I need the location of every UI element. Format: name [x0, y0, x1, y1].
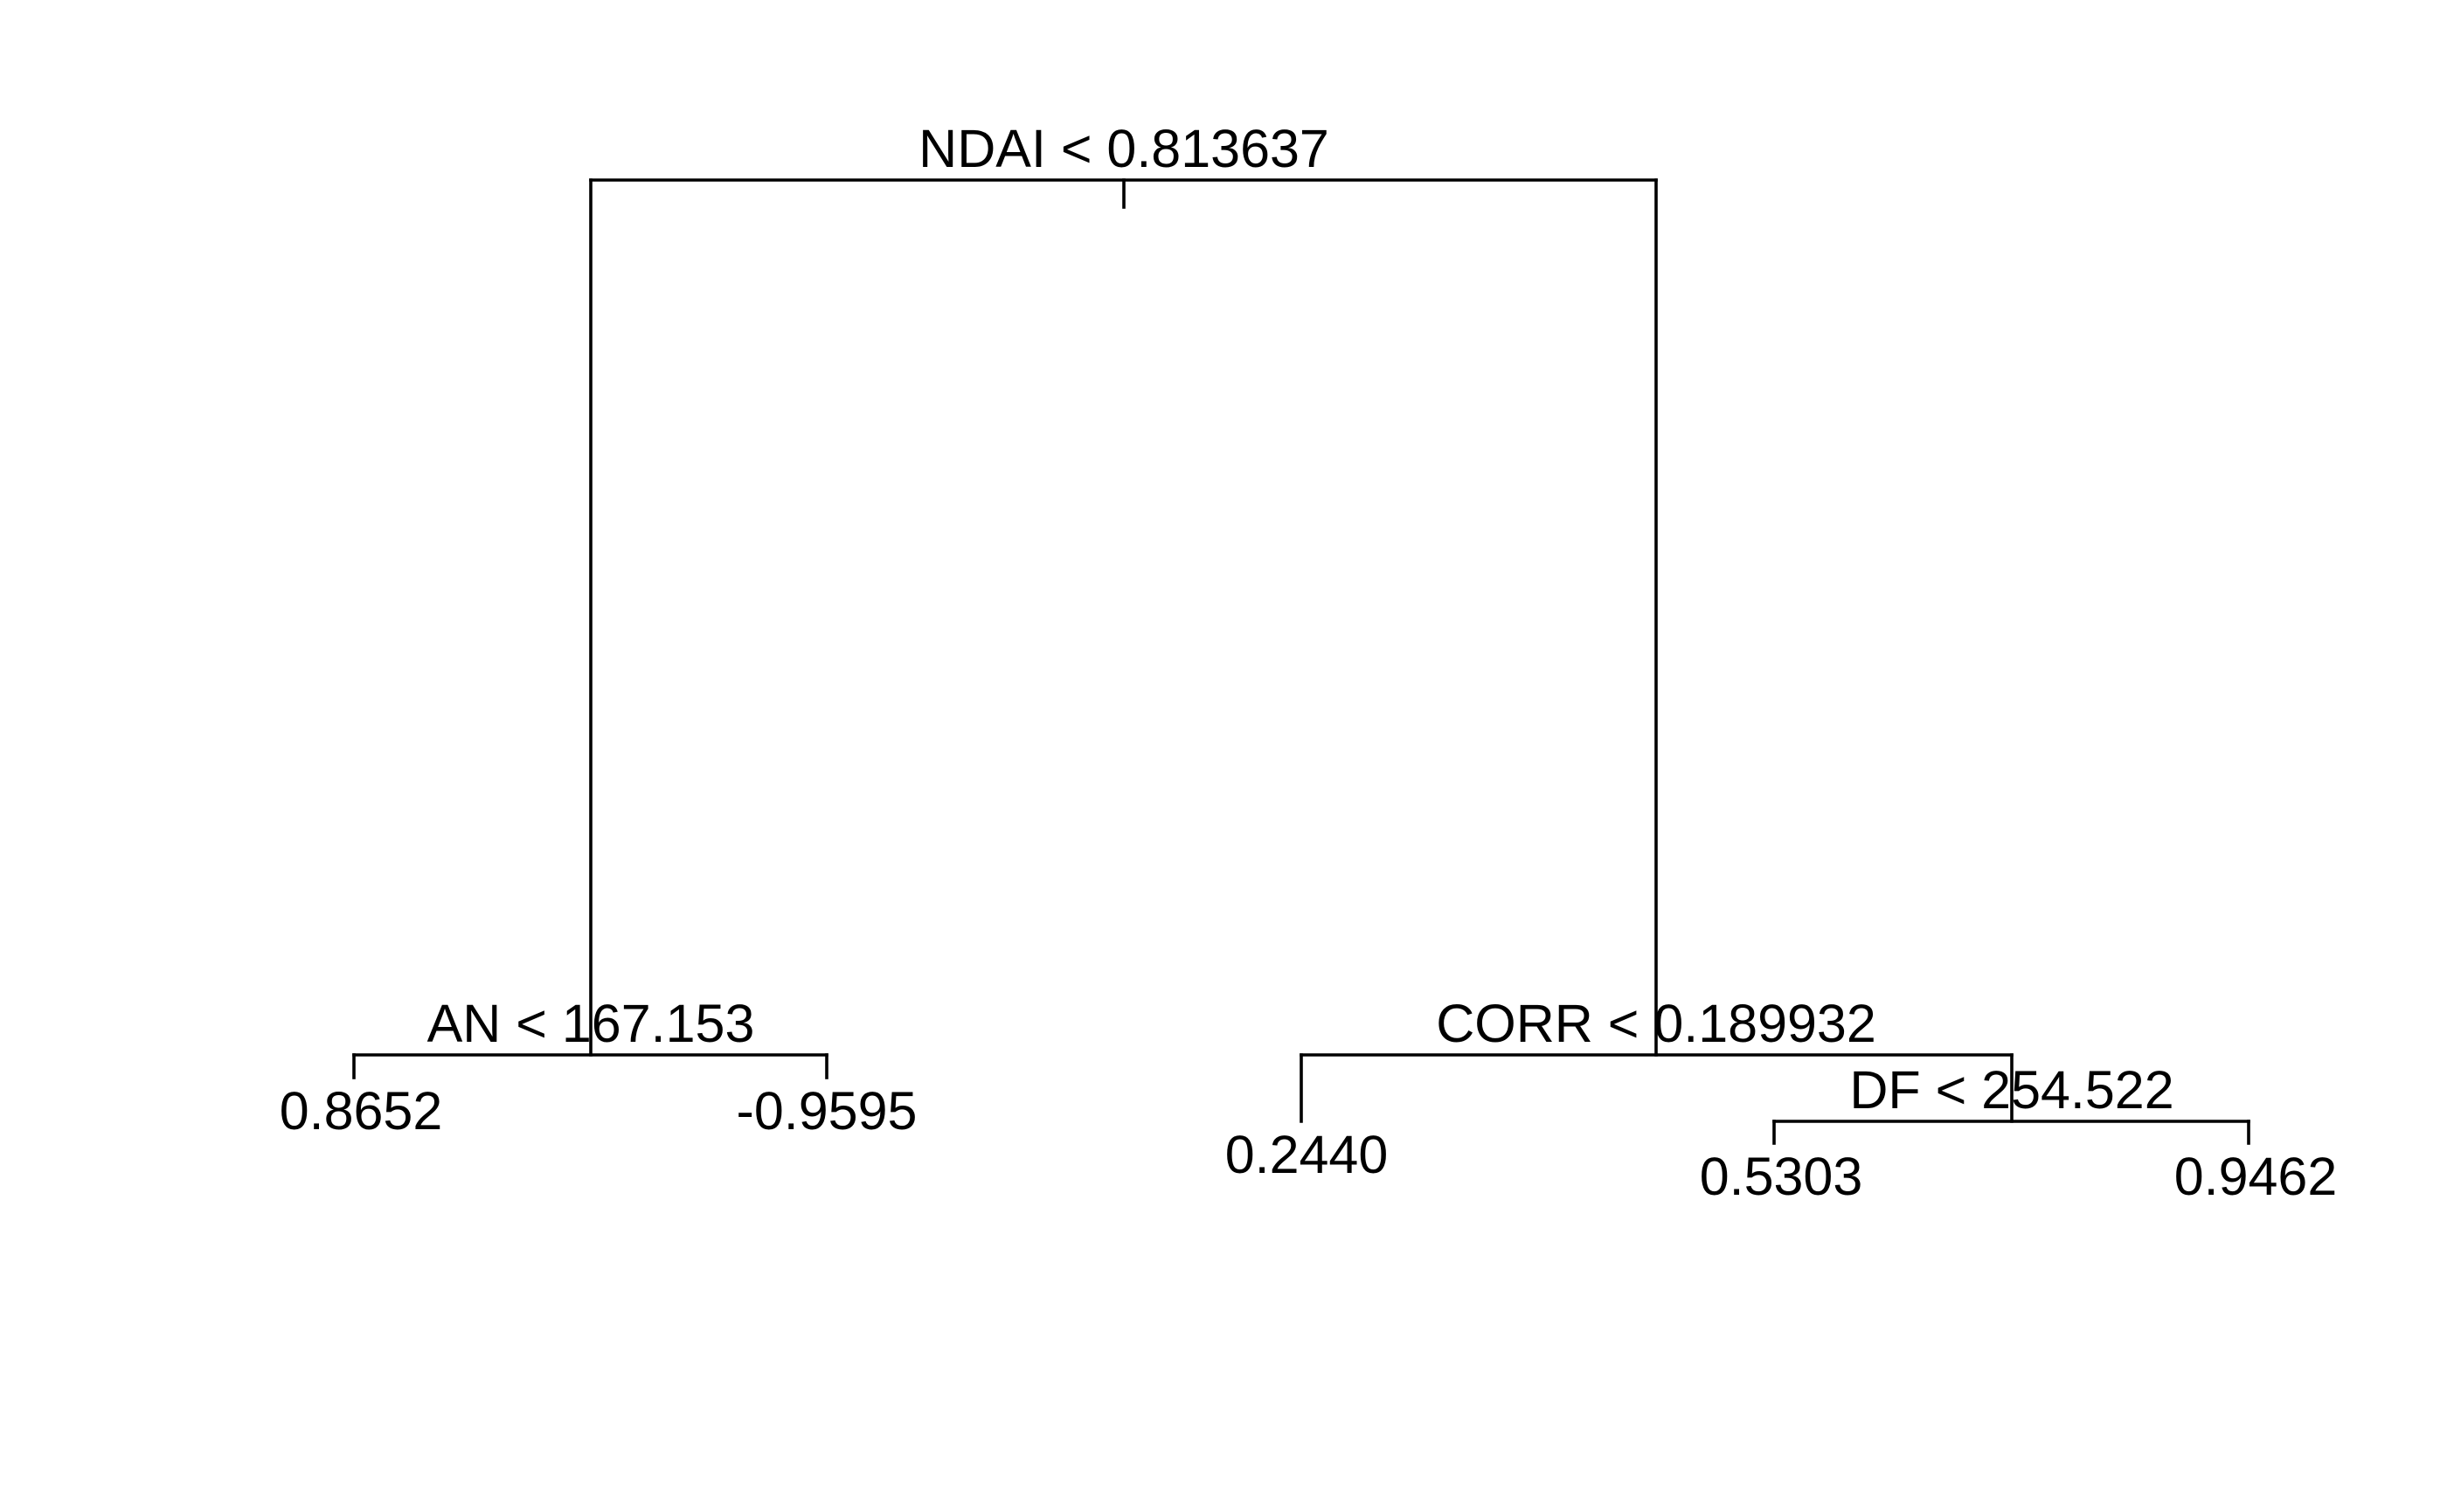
node-right-right: DF < 254.522 0.5303 0.9462 [1700, 1060, 2338, 1206]
root-split-label: NDAI < 0.813637 [918, 119, 1329, 178]
leaf-label: 0.2440 [1225, 1125, 1389, 1184]
node-right: CORR < 0.189932 0.2440 [1225, 994, 2014, 1184]
leaf-label: -0.9595 [737, 1081, 918, 1141]
left-split-label: AN < 167.153 [427, 994, 755, 1053]
leaf-label: 0.5303 [1700, 1147, 1863, 1206]
right-right-split-label: DF < 254.522 [1849, 1060, 2173, 1120]
leaf-label: 0.8652 [280, 1081, 443, 1141]
leaf-label: 0.9462 [2174, 1147, 2338, 1206]
node-root: NDAI < 0.813637 [589, 119, 1658, 1057]
node-left: AN < 167.153 0.8652 -0.9595 [280, 994, 918, 1141]
right-split-label: CORR < 0.189932 [1436, 994, 1876, 1053]
